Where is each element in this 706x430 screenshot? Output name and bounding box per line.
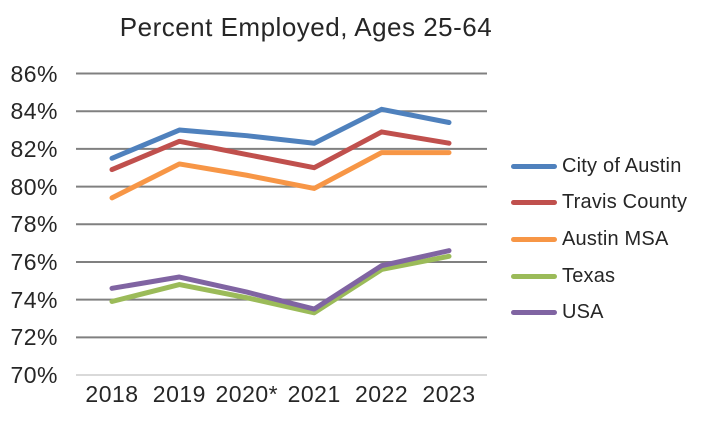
legend: City of Austin Travis County Austin MSA Tex…: [511, 148, 687, 331]
y-axis-tick-label: 72%: [10, 324, 58, 351]
x-axis-tick-label: 2023: [422, 381, 476, 407]
legend-item-usa: USA: [511, 294, 687, 331]
y-axis-tick-label: 78%: [10, 211, 58, 238]
chart-title: Percent Employed, Ages 25-64: [119, 12, 493, 42]
legend-item-austin-msa: Austin MSA: [511, 221, 687, 258]
y-axis-tick-label: 80%: [10, 173, 58, 200]
x-axis-tick-label: 2018: [85, 381, 139, 407]
legend-label: City of Austin: [562, 154, 682, 177]
legend-swatch-austin-msa: [511, 236, 557, 242]
series-line-austin-msa: [109, 150, 452, 201]
legend-swatch-travis-county: [511, 200, 557, 206]
series-line-travis-county: [109, 129, 452, 173]
y-axis-tick-label: 74%: [10, 286, 58, 313]
legend-label: Austin MSA: [562, 227, 669, 250]
y-axis-tick-label: 70%: [10, 362, 58, 388]
series-line-texas: [109, 253, 452, 316]
legend-label: USA: [562, 301, 604, 324]
x-axis-tick-label: 2020*: [215, 381, 279, 407]
series-line-city-of-austin: [109, 106, 452, 161]
legend-swatch-usa: [511, 310, 557, 316]
y-axis-tick-label: 82%: [10, 135, 58, 162]
legend-swatch-texas: [511, 273, 557, 279]
legend-item-travis-county: Travis County: [511, 185, 687, 222]
legend-label: Texas: [562, 264, 616, 287]
y-axis-tick-label: 86%: [10, 60, 58, 87]
y-axis-tick-label: 84%: [10, 98, 58, 125]
legend-label: Travis County: [562, 191, 688, 214]
legend-item-city-of-austin: City of Austin: [511, 148, 687, 185]
series-line-usa: [109, 248, 452, 312]
x-axis-tick-label: 2021: [287, 381, 341, 407]
legend-item-texas: Texas: [511, 258, 687, 295]
x-axis-tick-label: 2022: [355, 381, 409, 407]
legend-swatch-city-of-austin: [511, 163, 557, 169]
y-axis-tick-label: 76%: [10, 248, 58, 275]
x-axis-tick-label: 2019: [152, 381, 206, 407]
